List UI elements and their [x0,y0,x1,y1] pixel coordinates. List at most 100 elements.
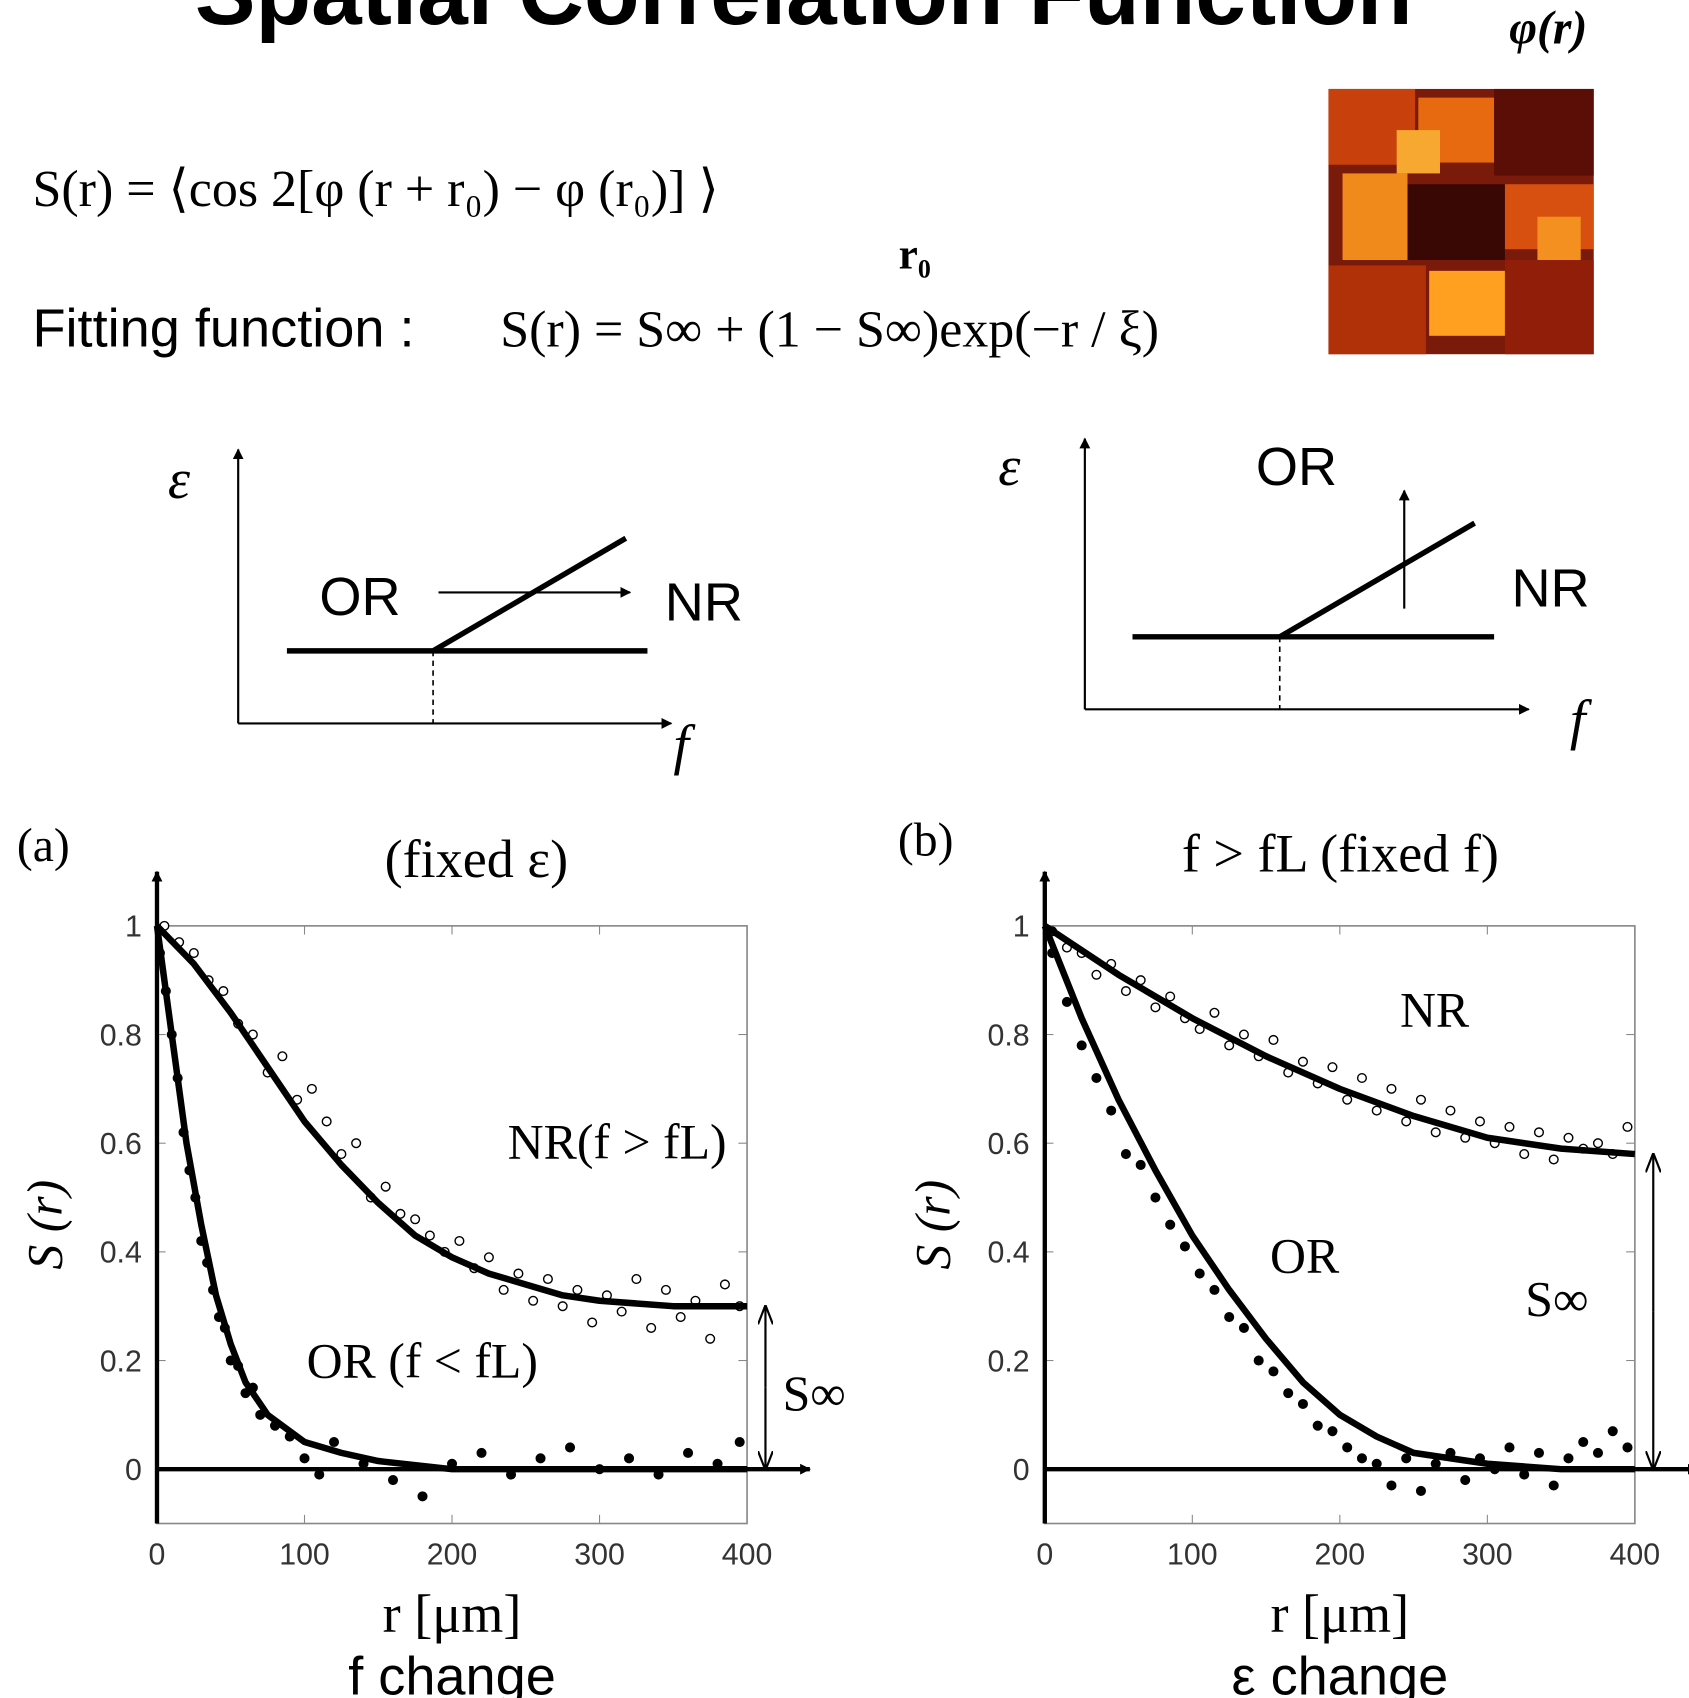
y-tick-label: 0.8 [100,1019,142,1052]
data-point [557,1301,568,1312]
fit-curve [153,925,748,1473]
diagram [1079,437,1530,715]
data-point [454,1235,465,1247]
data-point [1135,1159,1146,1170]
caption: ε change [1231,1647,1448,1698]
x-tick-label: 300 [574,1539,625,1572]
y-tick-label: 1 [1013,911,1030,944]
data-point [1592,1138,1604,1149]
data-point [1592,1447,1604,1458]
data-point [734,1436,745,1448]
data-point [1548,1480,1559,1491]
y-tick-label: 0.2 [988,1345,1030,1378]
data-point [1268,1034,1279,1046]
fit-curve [1043,923,1636,1158]
data-point [1165,991,1176,1002]
data-point [1224,1040,1235,1051]
data-point [1179,1241,1190,1252]
data-point [336,1149,347,1160]
data-point [498,1284,509,1295]
data-point [572,1284,583,1295]
data-point [1415,1094,1427,1105]
data-point [1091,1072,1102,1084]
data-point [1519,1469,1530,1480]
chart-title: (fixed ε) [385,829,569,889]
fit-curve [154,923,748,1310]
data-point [1297,1398,1308,1410]
data-point [631,1273,642,1285]
data-point [1474,1116,1486,1127]
panel-label: (a) [17,820,70,872]
data-point [1312,1420,1323,1431]
data-point [1563,1453,1574,1464]
panel-label: (b) [898,814,954,866]
data-point [321,1116,332,1127]
data-point [1548,1154,1559,1165]
y-tick-label: 1 [125,911,142,944]
data-point [1504,1442,1515,1453]
data-point [565,1442,576,1453]
x-tick-label: 0 [149,1539,166,1572]
data-point [1386,1083,1397,1094]
x-tick-label: 100 [279,1539,330,1572]
data-point [616,1306,627,1317]
data-point [1194,1268,1205,1279]
data-point [1622,1442,1633,1453]
data-point [387,1475,399,1486]
x-tick-label: 400 [722,1539,773,1572]
annotation: S∞ [1525,1272,1588,1327]
diagram-x-label: f [1570,690,1593,752]
data-point [218,986,229,997]
data-point [1268,1366,1279,1377]
data-point [513,1268,524,1279]
data-point [1504,1121,1515,1132]
data-point [1061,996,1072,1007]
data-point [705,1333,716,1344]
data-point [1165,1219,1176,1230]
fitting-label: Fitting function : [32,299,414,359]
data-point [1091,969,1102,980]
data-point [1356,1453,1367,1464]
phi-label: φ(r) [1509,2,1587,54]
annotation: OR [1270,1228,1340,1283]
diagram-label: NR [1511,558,1589,618]
data-point [1327,1426,1338,1437]
annotation: S∞ [783,1366,846,1421]
data-point [351,1138,362,1149]
data-point [1401,1453,1412,1464]
data-point [587,1317,598,1328]
data-point [624,1453,635,1464]
fitting-formula: S(r) = S∞ + (1 − S∞)exp(−r / ξ) [500,302,1159,359]
data-point [1224,1312,1235,1323]
data-point [1356,1072,1367,1084]
data-point [1460,1475,1471,1486]
data-point [675,1312,686,1323]
data-point [380,1181,391,1192]
data-point [1209,1007,1220,1018]
x-tick-label: 0 [1036,1539,1053,1572]
formula-subscript: r₀ [899,231,931,279]
data-point [328,1436,340,1448]
diagram-label: NR [665,573,743,633]
data-point [1622,1121,1633,1132]
data-point [188,948,199,959]
data-point [683,1447,694,1458]
data-point [1120,1149,1131,1160]
diagram [232,448,673,729]
data-point [1533,1447,1545,1458]
data-point [535,1453,546,1464]
formula: S(r) = ⟨cos 2[φ (r + r₀) − φ (r₀)] ⟩ [32,161,718,218]
data-point [476,1447,487,1458]
y-tick-label: 0.8 [988,1019,1030,1052]
data-point [1327,1062,1338,1073]
data-point [1607,1426,1618,1437]
y-tick-label: 0.6 [988,1128,1030,1161]
x-tick-label: 200 [1315,1539,1366,1572]
data-point [1371,1458,1382,1469]
data-point [410,1214,421,1225]
data-point [528,1295,539,1306]
data-point [1238,1322,1249,1333]
x-axis-label: r [μm] [1270,1584,1409,1644]
diagram-x-label: f [673,714,696,776]
